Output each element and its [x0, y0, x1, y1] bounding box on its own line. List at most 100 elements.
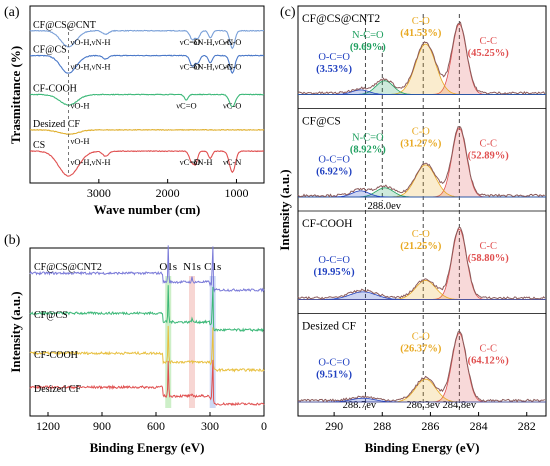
panel-c-dividers	[298, 108, 546, 314]
xps-c1s-label-2-o-c-o: O-C=O	[318, 255, 350, 266]
xps-survey-line-cf-cs-cnt2	[29, 245, 265, 293]
ftir-annotation-0-2: δN-H,νC-N	[193, 37, 233, 47]
ftir-series-label-cf-cooh: CF-COOH	[33, 84, 77, 95]
xps-c1s-label-0-o-c-o: O-C=O	[318, 52, 350, 63]
panel-a-ylabel: Trasmittance (%)	[8, 46, 23, 144]
xps-xtick-label-300: 300	[201, 419, 219, 433]
xps-xtick-label-600: 600	[147, 419, 165, 433]
panel-b-ylabel: Intensity (a.u.)	[8, 291, 23, 372]
ftir-line-cf-cs	[29, 54, 265, 75]
ftir-xtick-label-3000: 3000	[87, 186, 111, 200]
xps-c1s-peak-2-o-c-o	[298, 291, 546, 300]
xps-c1s-percent-0-o-c-o: (3.53%)	[316, 64, 352, 75]
xps-c1s-label-1-o-c-o: O-C=O	[318, 155, 350, 166]
xps-c1s-xtick-label-284: 284	[470, 419, 488, 433]
ftir-annotation-3-0: νO-H	[71, 136, 90, 146]
panel-b-series: CF@CS@CNT2 CF@CS CF-COOH Desized CF	[29, 245, 265, 407]
xps-c1s-envelope-cf-cooh	[297, 226, 546, 300]
ftir-annotation-2-1: νC=O	[176, 101, 196, 111]
xps-c1s-peak-3-c-o	[298, 378, 546, 403]
xps-c1s-percent-2-o-c-o: (19.95%)	[314, 267, 356, 278]
panel-a: CF@CS@CNT CF@CS CF-COOH Desized CF CS 3000 20…	[8, 5, 265, 217]
xps-survey-label-cf-cooh: CF-COOH	[34, 350, 78, 361]
xps-survey-label-desized-cf: Desized CF	[34, 384, 81, 395]
ftir-line-cs	[29, 150, 265, 177]
xps-c1s-xtick-label-288: 288	[373, 419, 391, 433]
xps-c1s-percent-1-c-o: (31.27%)	[400, 139, 442, 150]
xps-survey-label-cf-cs: CF@CS	[34, 310, 68, 321]
xps-c1s-percent-3-c-c: (64.12%)	[468, 356, 510, 367]
xps-c1s-percent-2-c-o: (21.25%)	[400, 241, 442, 252]
xps-peak-label-o1s: O1s	[159, 261, 177, 273]
xps-c1s-sample-cf-cooh: CF-COOH	[302, 218, 352, 230]
xps-peak-label-n1s: N1s	[183, 261, 201, 273]
ftir-annotation-0-0: νO-H,νN-H	[71, 37, 111, 47]
xps-c1s-label-0-c-o: C-O	[412, 16, 431, 27]
panel-a-xlabel: Wave number (cm)	[94, 202, 201, 217]
panel-b-frame	[29, 247, 265, 417]
xps-c1s-label-2-c-c: C-C	[479, 241, 497, 252]
xps-c1s-extra-label: 288.0ev	[367, 201, 401, 212]
xps-c1s-percent-1-o-c-o: (6.92%)	[316, 167, 352, 178]
ftir-annotation-1-1: νC=O	[180, 62, 200, 72]
xps-c1s-dashed-label-286-3ev: 286.3ev	[406, 400, 440, 411]
ftir-annotation-1-2: δN-H,νC-N	[193, 62, 233, 72]
ftir-annotation-4-1: νC=O	[180, 157, 200, 167]
ftir-line-cf-cs-cnt	[29, 29, 264, 50]
xps-c1s-label-2-c-o: C-O	[412, 229, 431, 240]
panel-a-series: CF@CS@CNT CF@CS CF-COOH Desized CF CS	[29, 20, 265, 177]
ftir-xtick-label-2000: 2000	[156, 186, 180, 200]
ftir-annotation-0-1: νC=O	[180, 37, 200, 47]
ftir-annotation-2-0: νO-H	[71, 101, 90, 111]
ftir-annotation-4-3: νC-N	[223, 157, 241, 167]
ftir-annotation-1-0: νO-H,νN-H	[71, 62, 111, 72]
panel-a-annotations: νO-H,νN-H νC=OδN-H,νC-NνC-OνO-H,νN-H νC=Oδ…	[71, 37, 242, 167]
xps-c1s-percent-3-c-o: (26.37%)	[400, 344, 442, 355]
xps-survey-line-desized-cf	[29, 359, 265, 407]
xps-peak-label-c1s: C1s	[204, 261, 221, 273]
xps-c1s-envelope-desized-cf	[297, 330, 545, 403]
xps-c1s-sample-desized-cf: Desized CF	[302, 321, 356, 333]
xps-survey-line-cf-cs	[29, 285, 265, 333]
panel-b: O1s N1s C1s CF@CS@CNT2 CF@CS CF-COOH Desized …	[8, 245, 267, 455]
xps-survey-label-cf-cs-cnt2: CF@CS@CNT2	[34, 262, 102, 273]
panel-c-xlabel: Binding Energy (eV)	[365, 440, 480, 455]
xps-c1s-dashed-label-288-7ev: 288.7ev	[343, 400, 377, 411]
xps-xtick-label-0: 0	[261, 419, 267, 433]
xps-c1s-percent-0-c-o: (41.53%)	[400, 28, 442, 39]
ftir-line-cf-cooh	[29, 93, 265, 108]
xps-c1s-xtick-label-286: 286	[421, 419, 439, 433]
xps-c1s-peak-0-o-c-o	[298, 89, 546, 95]
xps-c1s-label-1-n-c-o: N-C=O	[352, 133, 384, 144]
ftir-series-label-cf-cs: CF@CS	[33, 45, 67, 56]
xps-c1s-percent-1-n-c-o: (8.92%)	[350, 145, 386, 156]
panel-b-letter: (b)	[4, 233, 21, 248]
ftir-annotation-1-3: νC-O	[223, 62, 241, 72]
xps-c1s-label-0-n-c-o: N-C=O	[352, 30, 384, 41]
xps-c1s-envelope-cf-cs	[297, 126, 545, 198]
panel-c-ticks: 290 288 286 284 282	[325, 412, 536, 433]
xps-c1s-label-3-c-o: C-O	[412, 332, 431, 343]
panel-b-ticks: 1200 900 600 300 0	[36, 412, 267, 433]
xps-c1s-percent-0-n-c-o: (9.69%)	[350, 42, 386, 53]
ftir-annotation-4-2: δN-H	[193, 157, 212, 167]
xps-xtick-label-1200: 1200	[36, 419, 60, 433]
ftir-xtick-label-1000: 1000	[224, 186, 248, 200]
xps-c1s-label-3-c-c: C-C	[479, 344, 497, 355]
xps-c1s-peak-3-o-c-o	[298, 397, 546, 403]
panel-a-letter: (a)	[4, 5, 20, 20]
xps-c1s-dashed-label-284-8ev: 284.8ev	[443, 400, 477, 411]
ftir-series-label-cf-cs-cnt: CF@CS@CNT	[33, 20, 96, 31]
xps-xtick-label-900: 900	[93, 419, 111, 433]
xps-c1s-percent-2-c-c: (58.80%)	[468, 253, 510, 264]
panel-c-dashed-lines: 288.7ev 286.3ev 284.8ev 288.0ev	[343, 14, 477, 411]
ftir-series-label-cs: CS	[33, 140, 45, 151]
xps-survey-line-cf-cooh	[29, 325, 265, 373]
panel-a-ticks: 3000 2000 1000	[87, 179, 248, 200]
ftir-annotation-0-3: νC-O	[223, 37, 241, 47]
xps-c1s-label-3-o-c-o: O-C=O	[318, 358, 350, 369]
panel-c: 288.7ev 286.3ev 284.8ev 288.0ev CF@CS@CNT2 C…	[277, 5, 547, 455]
xps-c1s-sample-cf-cs: CF@CS	[302, 116, 341, 128]
xps-c1s-label-1-c-c: C-C	[479, 139, 497, 150]
